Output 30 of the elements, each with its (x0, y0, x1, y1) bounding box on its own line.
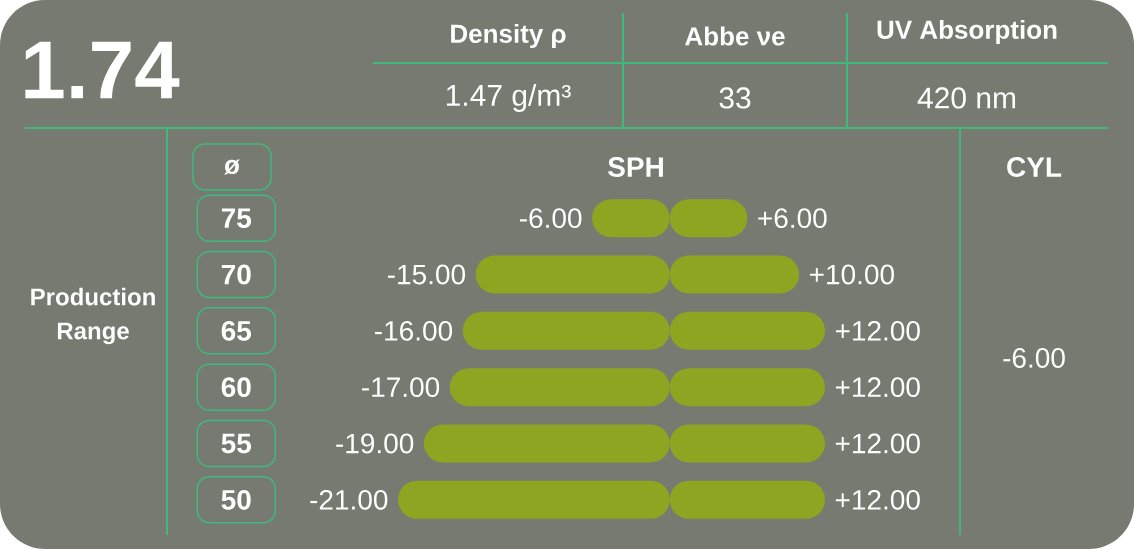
data-label: -21.00 (310, 489, 388, 510)
text: -6.00 (1003, 348, 1065, 368)
text: Density ρ (451, 23, 566, 49)
y-tick-label: 50 (221, 489, 251, 510)
text: SPH (608, 157, 663, 177)
y-tick-label: 55 (221, 433, 252, 454)
data-label: +12.00 (835, 433, 920, 454)
y-tick-label: 75 (221, 208, 252, 228)
y-tick-label: 65 (221, 320, 252, 341)
data-label: -17.00 (362, 377, 440, 398)
y-tick-label: 70 (221, 264, 251, 285)
y-tick-label: 60 (221, 377, 251, 398)
text: Production Range (31, 287, 155, 345)
data-label: +10.00 (810, 264, 894, 285)
data-label: +12.00 (835, 489, 920, 510)
data-label: +6.00 (758, 208, 827, 229)
text: UV Absorption (877, 19, 1057, 45)
text: CYL (1007, 157, 1062, 177)
data-label: +12.00 (835, 377, 920, 398)
text: 33 (719, 87, 751, 109)
data-label: -15.00 (387, 264, 465, 285)
text: ø (224, 159, 240, 175)
text: 420 nm (917, 87, 1016, 109)
data-label: -6.00 (519, 208, 582, 229)
data-label: +12.00 (835, 320, 920, 341)
data-label: -19.00 (336, 433, 414, 454)
chart-title: 1.74 (25, 41, 180, 99)
data-label: -16.00 (375, 320, 453, 341)
text: 1.47 g/m³ (446, 84, 571, 112)
text: Abbe νe (685, 26, 785, 46)
